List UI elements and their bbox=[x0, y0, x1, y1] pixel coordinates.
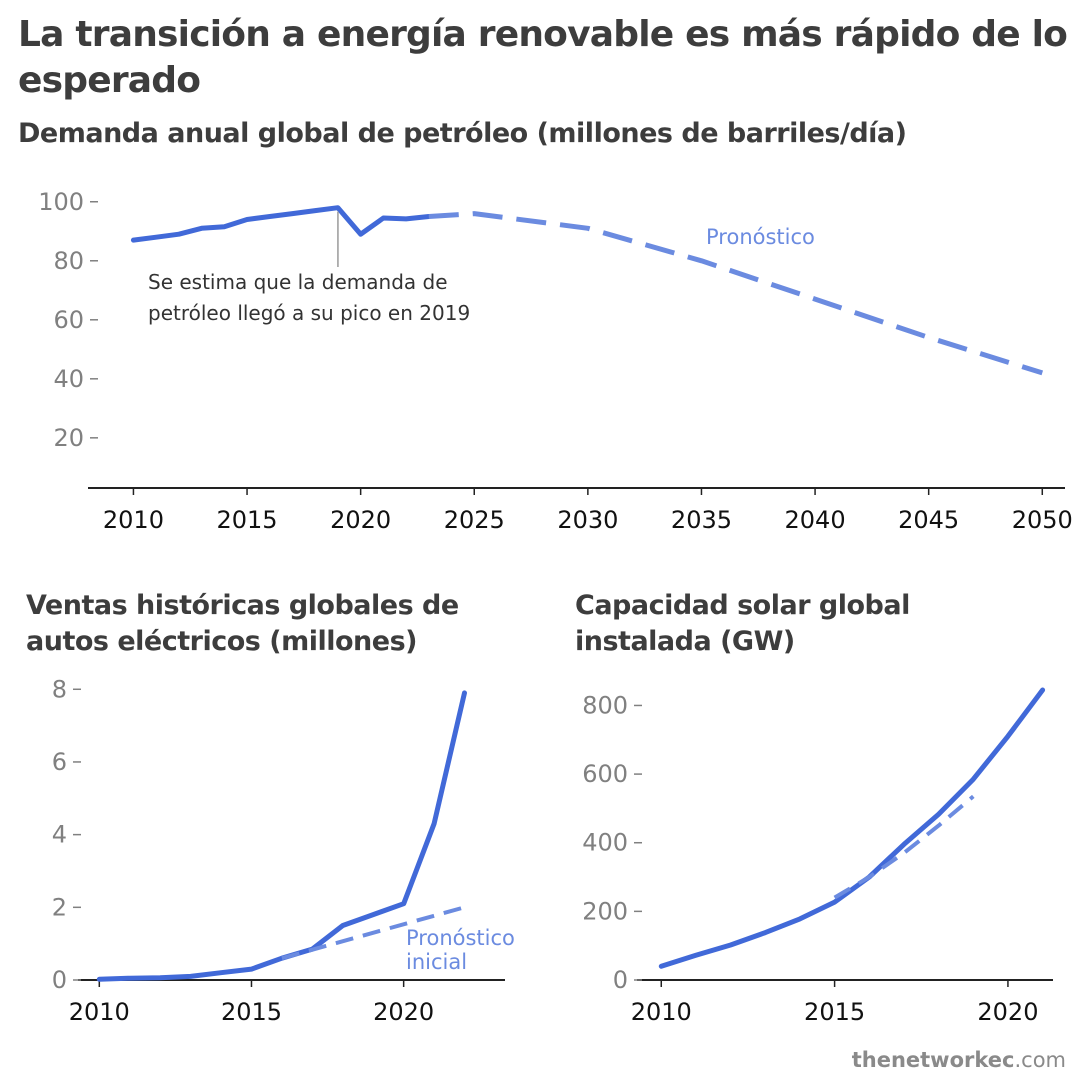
x-tick-label: 2040 bbox=[785, 506, 846, 534]
x-tick-label: 2015 bbox=[217, 506, 278, 534]
solar-capacity-chart: 0 200 400 600 800 2010 2015 2020 bbox=[582, 687, 1053, 1026]
x-tick-label: 2010 bbox=[631, 998, 692, 1026]
y-tick-label: 60 bbox=[53, 306, 84, 334]
x-tick-label: 2020 bbox=[330, 506, 391, 534]
source-credit: thenetworkec.com bbox=[852, 1048, 1066, 1072]
forecast-series-line bbox=[281, 905, 466, 961]
x-tick-label: 2050 bbox=[1012, 506, 1073, 534]
y-tick-label: 20 bbox=[53, 424, 84, 452]
initial-forecast-label: inicial bbox=[406, 950, 467, 974]
historical-series-line bbox=[658, 687, 1046, 969]
x-tick-label: 2015 bbox=[804, 998, 865, 1026]
historical-series-line bbox=[130, 205, 432, 243]
oil-chart-title: Demanda anual global de petróleo (millon… bbox=[18, 118, 907, 149]
y-tick-label: 400 bbox=[582, 829, 628, 857]
initial-forecast-label: Pronóstico bbox=[406, 926, 515, 950]
y-tick-label: 80 bbox=[53, 247, 84, 275]
y-tick-label: 800 bbox=[582, 691, 628, 719]
y-tick-label: 2 bbox=[52, 893, 67, 921]
x-tick-label: 2030 bbox=[557, 506, 618, 534]
y-tick-label: 6 bbox=[52, 748, 67, 776]
x-tick-label: 2045 bbox=[898, 506, 959, 534]
y-tick-label: 4 bbox=[52, 821, 67, 849]
x-tick-label: 2025 bbox=[444, 506, 505, 534]
solar-chart-title: Capacidad solar global instalada (GW) bbox=[575, 590, 910, 657]
y-tick-label: 0 bbox=[52, 966, 67, 994]
source-name: thenetworkec bbox=[851, 1048, 1015, 1072]
x-tick-label: 2035 bbox=[671, 506, 732, 534]
page-title: La transición a energía renovable es más… bbox=[18, 14, 1068, 101]
y-tick-label: 200 bbox=[582, 897, 628, 925]
y-tick-label: 0 bbox=[613, 966, 628, 994]
y-tick-label: 8 bbox=[52, 675, 67, 703]
ev-chart-title: Ventas históricas globales de autos eléc… bbox=[26, 590, 459, 657]
y-tick-label: 40 bbox=[53, 365, 84, 393]
x-tick-label: 2010 bbox=[103, 506, 164, 534]
x-tick-label: 2020 bbox=[977, 998, 1038, 1026]
forecast-series-line bbox=[833, 794, 975, 900]
x-tick-label: 2020 bbox=[373, 998, 434, 1026]
forecast-series-line bbox=[428, 211, 1044, 376]
y-tick-label: 100 bbox=[38, 188, 84, 216]
peak-annotation-text: petróleo llegó a su pico en 2019 bbox=[148, 301, 470, 325]
x-tick-label: 2015 bbox=[221, 998, 282, 1026]
peak-annotation-text: Se estima que la demanda de bbox=[148, 270, 448, 294]
y-tick-label: 600 bbox=[582, 760, 628, 788]
forecast-label: Pronóstico bbox=[706, 225, 815, 249]
x-tick-label: 2010 bbox=[69, 998, 130, 1026]
source-domain: .com bbox=[1014, 1048, 1066, 1072]
